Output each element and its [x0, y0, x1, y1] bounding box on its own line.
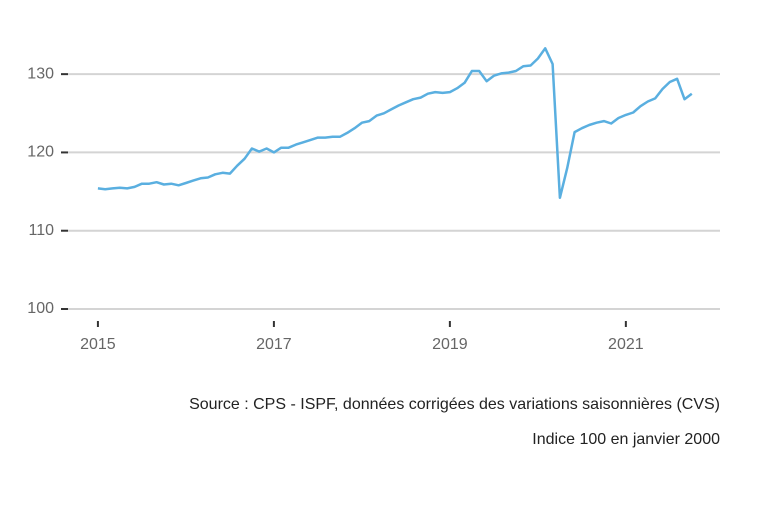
index-note: Indice 100 en janvier 2000 — [532, 431, 720, 448]
source-note: Source : CPS - ISPF, données corrigées d… — [189, 396, 720, 413]
y-tick-label: 130 — [27, 65, 54, 82]
y-tick-label: 110 — [28, 222, 54, 239]
x-tick-label: 2021 — [608, 336, 644, 353]
data-line — [97, 47, 693, 200]
y-tick-label: 120 — [27, 144, 54, 161]
x-tick-label: 2019 — [432, 336, 468, 353]
x-tick-label: 2015 — [80, 336, 116, 353]
y-tick-label: 100 — [27, 300, 54, 317]
x-tick-label: 2017 — [256, 336, 292, 353]
